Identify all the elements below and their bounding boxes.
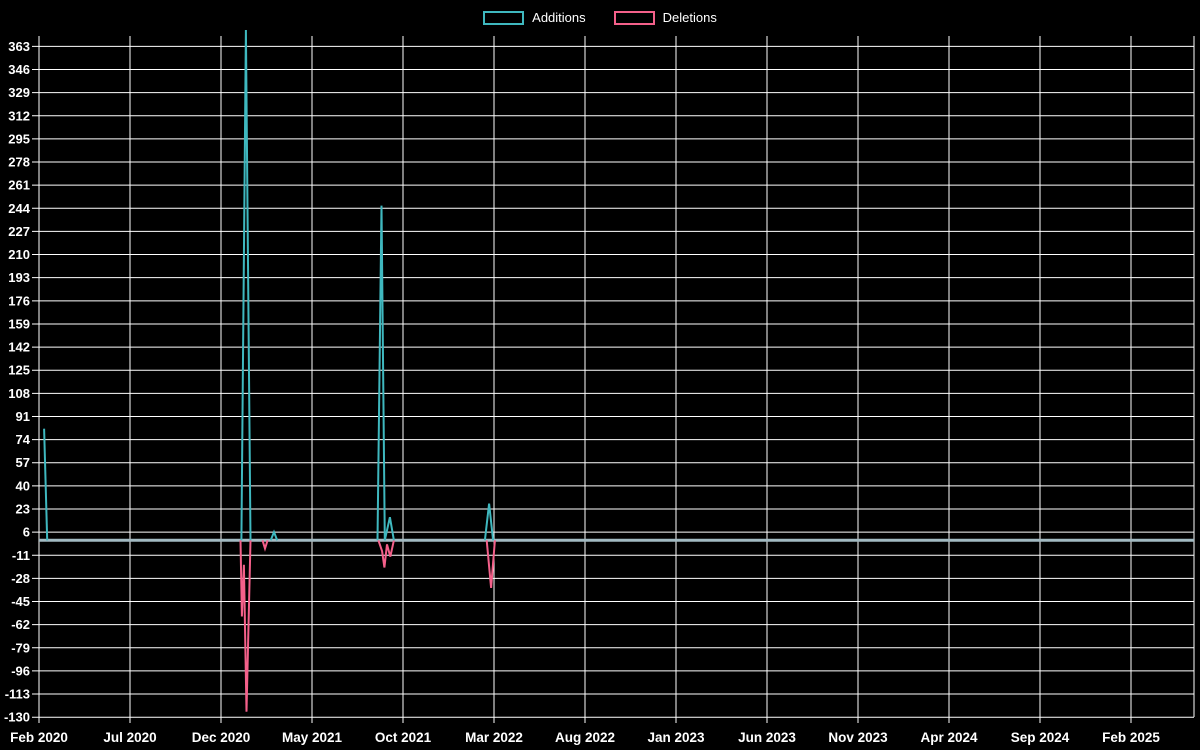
y-tick-label: 278 xyxy=(8,155,30,170)
y-tick-label: 329 xyxy=(8,85,30,100)
x-tick-label: Jan 2023 xyxy=(647,730,705,745)
y-tick-label: 125 xyxy=(8,363,30,378)
y-tick-label: -11 xyxy=(12,548,30,563)
y-tick-label: 6 xyxy=(23,525,30,540)
legend-item-additions[interactable]: Additions xyxy=(483,8,586,27)
y-tick-label: -28 xyxy=(11,571,30,586)
legend-label-deletions: Deletions xyxy=(662,10,717,25)
y-tick-label: 363 xyxy=(8,39,30,54)
additions-series-line xyxy=(383,516,395,541)
y-tick-label: -62 xyxy=(11,617,30,632)
additions-series-line xyxy=(240,29,252,541)
y-tick-label: -96 xyxy=(11,663,30,678)
additions-series-line xyxy=(376,205,386,541)
x-tick-label: Nov 2023 xyxy=(828,730,888,745)
chart-legend: Additions Deletions xyxy=(0,8,1200,27)
y-tick-label: -79 xyxy=(11,640,30,655)
x-tick-label: Mar 2022 xyxy=(465,730,523,745)
additions-series-line xyxy=(483,503,495,541)
legend-item-deletions[interactable]: Deletions xyxy=(613,8,717,27)
deletions-series-line xyxy=(485,540,496,588)
x-tick-label: Jul 2020 xyxy=(103,730,156,745)
y-tick-label: 227 xyxy=(8,224,30,239)
x-tick-label: May 2021 xyxy=(282,730,343,745)
additions-series-line xyxy=(43,428,49,541)
y-tick-label: 193 xyxy=(8,270,30,285)
additions-series-line xyxy=(269,529,279,541)
y-tick-label: -130 xyxy=(4,710,30,725)
x-tick-label: Aug 2022 xyxy=(555,730,615,745)
y-tick-label: 57 xyxy=(16,455,30,470)
x-tick-label: Dec 2020 xyxy=(192,730,251,745)
x-tick-label: Feb 2020 xyxy=(10,730,68,745)
y-tick-label: -113 xyxy=(5,687,30,702)
x-tick-label: Feb 2025 xyxy=(1102,730,1160,745)
y-tick-label: -45 xyxy=(11,594,30,609)
y-tick-label: 244 xyxy=(8,201,30,216)
y-tick-label: 261 xyxy=(8,178,30,193)
y-tick-label: 91 xyxy=(16,409,30,424)
y-tick-label: 312 xyxy=(8,108,30,123)
deletions-series-line xyxy=(239,540,252,712)
x-tick-label: Apr 2024 xyxy=(920,730,978,745)
x-tick-label: Sep 2024 xyxy=(1011,730,1070,745)
legend-label-additions: Additions xyxy=(532,10,586,25)
y-tick-label: 159 xyxy=(8,316,30,331)
y-tick-label: 210 xyxy=(8,247,30,262)
additions-swatch xyxy=(483,10,525,25)
y-tick-label: 23 xyxy=(16,502,30,517)
y-tick-label: 142 xyxy=(8,340,30,355)
deletions-series-line xyxy=(261,539,269,552)
x-tick-label: Jun 2023 xyxy=(738,730,796,745)
y-tick-label: 108 xyxy=(8,386,30,401)
y-tick-label: 295 xyxy=(8,131,30,146)
deletions-series-line xyxy=(377,539,395,568)
x-tick-label: Oct 2021 xyxy=(375,730,432,745)
y-tick-label: 176 xyxy=(8,293,30,308)
deletions-swatch xyxy=(613,10,655,25)
y-tick-label: 346 xyxy=(8,62,30,77)
y-tick-label: 40 xyxy=(16,478,30,493)
y-tick-label: 74 xyxy=(16,432,31,447)
